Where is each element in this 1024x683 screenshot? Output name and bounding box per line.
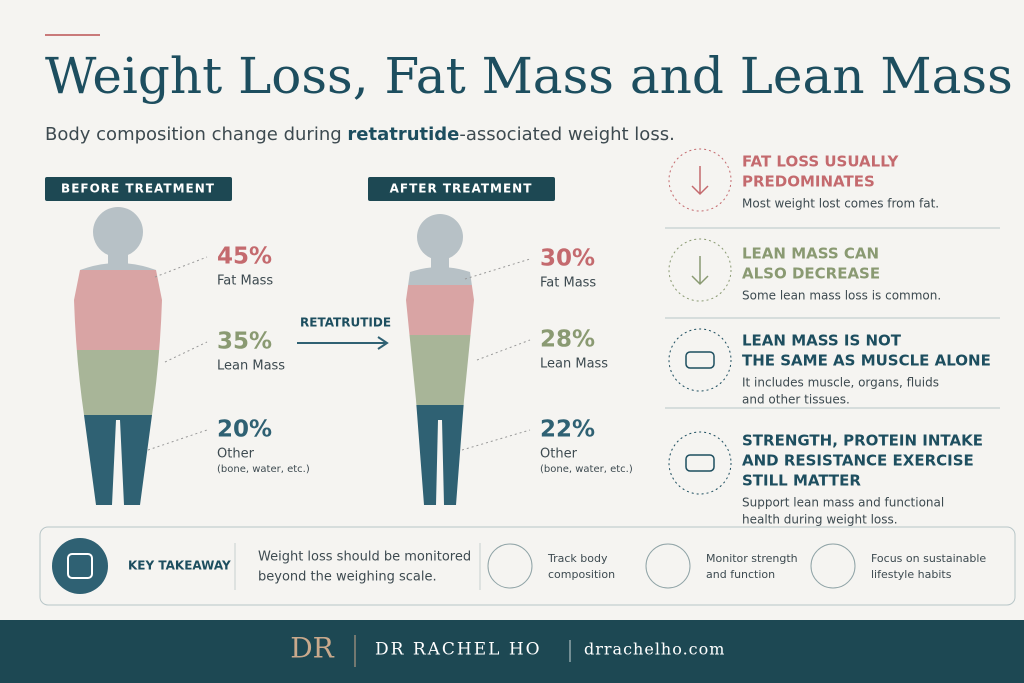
point-desc: Some lean mass loss is common. bbox=[742, 289, 941, 303]
point-desc: and other tissues. bbox=[742, 393, 850, 407]
badge-label: BEFORE TREATMENT bbox=[61, 182, 215, 196]
footer-name: DR RACHEL HO bbox=[375, 640, 542, 660]
stat-label: Other bbox=[217, 447, 255, 462]
percent: 28% bbox=[540, 327, 595, 353]
percent: 45% bbox=[217, 244, 272, 270]
point-title: STILL MATTER bbox=[742, 472, 861, 490]
arrowhead bbox=[377, 336, 389, 350]
point-title: ALSO DECREASE bbox=[742, 265, 880, 283]
point-icon bbox=[668, 148, 732, 212]
item-text: composition bbox=[548, 568, 615, 581]
leader bbox=[164, 341, 208, 363]
point-title: THE SAME AS MUSCLE ALONE bbox=[742, 352, 991, 370]
percent: 22% bbox=[540, 417, 595, 443]
takeaway-label: KEY TAKEAWAY bbox=[128, 559, 231, 573]
item-icon bbox=[810, 543, 856, 589]
item-text: Monitor strength bbox=[706, 552, 798, 565]
item-text: Focus on sustainable bbox=[871, 552, 986, 565]
subtitle-part: -associated weight loss. bbox=[459, 124, 674, 145]
point-icon bbox=[668, 238, 732, 302]
footer-url: drrachelho.com bbox=[584, 640, 725, 659]
stat-note: (bone, water, etc.) bbox=[540, 464, 633, 475]
scale-icon bbox=[52, 538, 108, 594]
footer bbox=[0, 620, 1024, 683]
icon-glyph bbox=[685, 351, 715, 369]
point-icon bbox=[668, 431, 732, 495]
subtitle-part: Body composition change during bbox=[45, 124, 347, 145]
point-title: PREDOMINATES bbox=[742, 173, 875, 191]
percent: 20% bbox=[217, 417, 272, 443]
leader bbox=[476, 339, 531, 361]
leader bbox=[147, 429, 208, 451]
badge bbox=[368, 177, 555, 201]
stat-label: Fat Mass bbox=[540, 276, 596, 291]
stat-label: Lean Mass bbox=[217, 359, 285, 374]
item-icon bbox=[645, 543, 691, 589]
point-title: LEAN MASS CAN bbox=[742, 245, 879, 263]
down-arrow bbox=[691, 256, 709, 286]
point-title: LEAN MASS IS NOT bbox=[742, 332, 902, 350]
point-desc: It includes muscle, organs, fluids bbox=[742, 376, 939, 390]
point-desc: Most weight lost comes from fat. bbox=[742, 197, 939, 211]
monogram: DR bbox=[290, 632, 334, 665]
percent: 35% bbox=[217, 329, 272, 355]
down-arrow bbox=[691, 166, 709, 196]
takeaway-text: beyond the weighing scale. bbox=[258, 570, 437, 585]
item-icon bbox=[487, 543, 533, 589]
point-title: FAT LOSS USUALLY bbox=[742, 153, 899, 171]
subtitle-part: retatrutide bbox=[347, 124, 459, 145]
before-figure bbox=[74, 207, 162, 505]
badge-label: AFTER TREATMENT bbox=[390, 182, 533, 196]
takeaway-box bbox=[39, 526, 1016, 606]
point-title: AND RESISTANCE EXERCISE bbox=[742, 452, 974, 470]
item-text: Track body bbox=[547, 552, 608, 565]
arrow-label: RETATRUTIDE bbox=[300, 316, 391, 330]
stat-note: (bone, water, etc.) bbox=[217, 464, 310, 475]
scale-glyph bbox=[67, 553, 93, 579]
leader bbox=[464, 258, 531, 280]
point-title: STRENGTH, PROTEIN INTAKE bbox=[742, 432, 983, 450]
badge bbox=[45, 177, 232, 201]
title: Weight Loss, Fat Mass and Lean Mass bbox=[45, 47, 1013, 105]
stat-label: Lean Mass bbox=[540, 357, 608, 372]
item-text: lifestyle habits bbox=[871, 568, 952, 581]
stat-label: Fat Mass bbox=[217, 274, 273, 289]
subtitle: Body composition change during retatruti… bbox=[45, 124, 675, 145]
takeaway-text: Weight loss should be monitored bbox=[258, 550, 471, 565]
point-desc: Support lean mass and functional bbox=[742, 496, 944, 510]
icon-glyph bbox=[685, 454, 715, 472]
point-desc: health during weight loss. bbox=[742, 513, 898, 527]
percent: 30% bbox=[540, 246, 595, 272]
stat-label: Other bbox=[540, 447, 578, 462]
leader bbox=[461, 429, 531, 451]
item-text: and function bbox=[706, 568, 775, 581]
after-figure bbox=[406, 214, 474, 505]
leader bbox=[154, 256, 208, 278]
point-icon bbox=[668, 328, 732, 392]
